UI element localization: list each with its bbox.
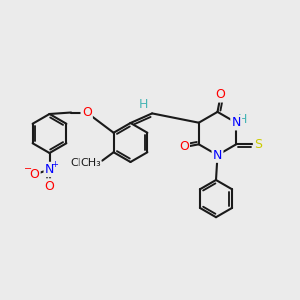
Text: CH₃: CH₃ <box>80 158 101 168</box>
Text: N: N <box>45 163 54 176</box>
Text: N: N <box>232 116 241 129</box>
Text: O: O <box>82 106 92 119</box>
Text: −: − <box>23 164 32 174</box>
Text: N: N <box>213 148 222 162</box>
Text: S: S <box>254 138 262 151</box>
Text: H: H <box>139 98 148 112</box>
Text: O: O <box>216 88 225 101</box>
Text: +: + <box>52 160 58 169</box>
Text: H: H <box>238 112 248 126</box>
Text: CH₃: CH₃ <box>71 158 92 168</box>
Text: O: O <box>30 167 39 181</box>
Text: O: O <box>45 179 54 193</box>
Text: O: O <box>179 140 189 153</box>
Text: O: O <box>88 157 98 169</box>
